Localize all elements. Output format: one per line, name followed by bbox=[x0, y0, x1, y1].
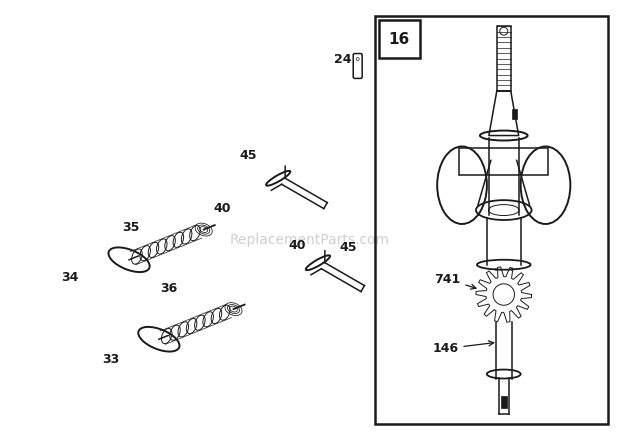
Bar bbox=[379, 20, 420, 58]
Bar bbox=[459, 149, 549, 175]
Text: ReplacementParts.com: ReplacementParts.com bbox=[230, 233, 390, 247]
Text: 35: 35 bbox=[122, 221, 140, 235]
Text: 40: 40 bbox=[214, 202, 231, 215]
Text: 741: 741 bbox=[434, 273, 476, 289]
Text: 33: 33 bbox=[103, 353, 120, 366]
Bar bbox=[501, 396, 507, 408]
Text: 24: 24 bbox=[334, 52, 352, 66]
Text: 16: 16 bbox=[389, 32, 410, 47]
Text: 45: 45 bbox=[240, 149, 257, 162]
Text: 45: 45 bbox=[340, 241, 357, 254]
Text: 146: 146 bbox=[432, 341, 494, 355]
Bar bbox=[497, 26, 511, 91]
Text: 34: 34 bbox=[61, 271, 78, 284]
Bar bbox=[374, 16, 608, 424]
Text: 40: 40 bbox=[288, 239, 306, 252]
Text: 36: 36 bbox=[160, 281, 177, 295]
Bar bbox=[512, 109, 516, 119]
